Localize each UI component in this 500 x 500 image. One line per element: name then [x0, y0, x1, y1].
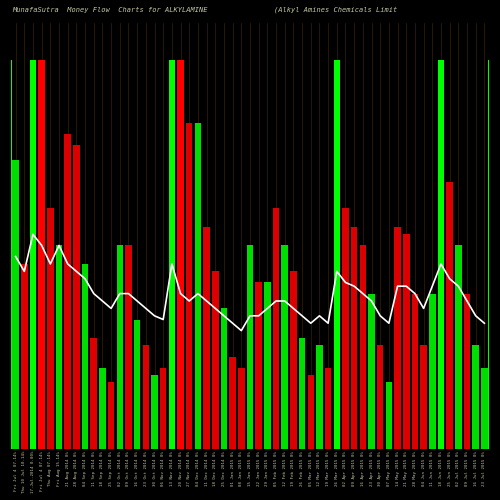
Bar [212, 272, 218, 449]
Bar [134, 320, 140, 449]
Bar [316, 346, 322, 449]
Bar [308, 375, 314, 449]
Bar [360, 246, 366, 449]
Bar [246, 246, 254, 449]
Bar [472, 346, 479, 449]
Bar [386, 382, 392, 449]
Bar [47, 208, 54, 449]
Bar [194, 123, 201, 449]
Bar [325, 368, 332, 449]
Bar [256, 282, 262, 449]
Bar [438, 60, 444, 449]
Bar [488, 60, 489, 449]
Bar [186, 123, 192, 449]
Bar [290, 272, 296, 449]
Bar [455, 246, 462, 449]
Bar [82, 264, 88, 449]
Bar [152, 375, 158, 449]
Bar [230, 356, 236, 449]
Bar [116, 246, 123, 449]
Text: MunafaSutra  Money Flow  Charts for ALKYLAMINE: MunafaSutra Money Flow Charts for ALKYLA… [12, 6, 207, 12]
Bar [238, 368, 244, 449]
Bar [56, 246, 62, 449]
Bar [368, 294, 375, 449]
Bar [403, 234, 409, 449]
Bar [12, 160, 19, 449]
Bar [30, 60, 36, 449]
Bar [125, 246, 132, 449]
Bar [481, 368, 488, 449]
Bar [412, 294, 418, 449]
Bar [168, 60, 175, 449]
Bar [38, 60, 45, 449]
Bar [73, 146, 80, 449]
Text: (Alkyl Amines Chemicals Limit: (Alkyl Amines Chemicals Limit [274, 6, 398, 12]
Bar [351, 227, 358, 449]
Bar [446, 182, 453, 449]
Bar [99, 368, 105, 449]
Bar [420, 346, 427, 449]
Bar [90, 338, 97, 449]
Bar [273, 208, 280, 449]
Bar [160, 368, 166, 449]
Bar [429, 294, 436, 449]
Bar [342, 208, 348, 449]
Bar [108, 382, 114, 449]
Bar [464, 294, 470, 449]
Bar [11, 60, 12, 449]
Bar [264, 282, 270, 449]
Bar [282, 246, 288, 449]
Bar [334, 60, 340, 449]
Bar [299, 338, 306, 449]
Bar [204, 227, 210, 449]
Bar [178, 60, 184, 449]
Bar [377, 346, 384, 449]
Bar [21, 264, 28, 449]
Bar [142, 346, 149, 449]
Bar [64, 134, 71, 449]
Bar [394, 227, 401, 449]
Bar [220, 308, 227, 449]
